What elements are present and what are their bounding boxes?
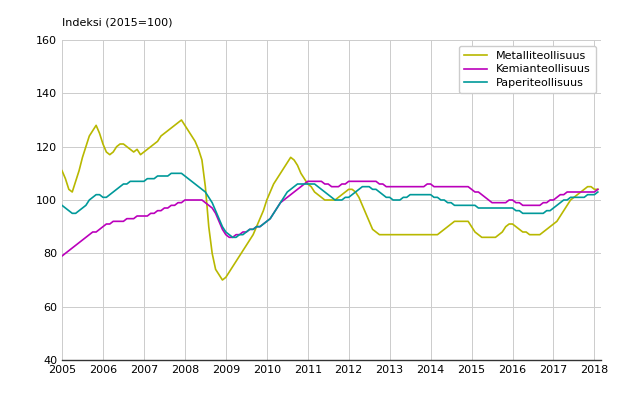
Paperiteollisuus bbox=[560, 198, 567, 202]
Paperiteollisuus bbox=[594, 190, 601, 194]
Paperiteollisuus bbox=[151, 176, 158, 181]
Metalliteollisuus bbox=[594, 187, 601, 192]
Paperiteollisuus bbox=[167, 171, 175, 176]
Paperiteollisuus bbox=[260, 222, 267, 226]
Kemianteollisuus bbox=[304, 179, 311, 184]
Metalliteollisuus bbox=[151, 142, 158, 146]
Metalliteollisuus bbox=[355, 195, 363, 200]
Paperiteollisuus bbox=[58, 203, 66, 208]
Kemianteollisuus bbox=[253, 224, 260, 229]
Line: Paperiteollisuus: Paperiteollisuus bbox=[62, 173, 598, 237]
Kemianteollisuus bbox=[58, 254, 66, 258]
Paperiteollisuus bbox=[113, 187, 120, 192]
Kemianteollisuus bbox=[113, 219, 120, 224]
Kemianteollisuus bbox=[352, 179, 359, 184]
Metalliteollisuus bbox=[178, 118, 185, 122]
Metalliteollisuus bbox=[434, 232, 441, 237]
Metalliteollisuus bbox=[560, 208, 567, 213]
Line: Metalliteollisuus: Metalliteollisuus bbox=[62, 120, 598, 280]
Kemianteollisuus bbox=[430, 184, 438, 189]
Metalliteollisuus bbox=[219, 278, 226, 282]
Paperiteollisuus bbox=[229, 235, 236, 240]
Kemianteollisuus bbox=[594, 187, 601, 192]
Line: Kemianteollisuus: Kemianteollisuus bbox=[62, 181, 598, 256]
Metalliteollisuus bbox=[58, 168, 66, 173]
Paperiteollisuus bbox=[434, 195, 441, 200]
Legend: Metalliteollisuus, Kemianteollisuus, Paperiteollisuus: Metalliteollisuus, Kemianteollisuus, Pap… bbox=[459, 46, 596, 93]
Text: Indeksi (2015=100): Indeksi (2015=100) bbox=[62, 17, 172, 27]
Paperiteollisuus bbox=[355, 187, 363, 192]
Metalliteollisuus bbox=[113, 144, 120, 149]
Kemianteollisuus bbox=[557, 192, 564, 197]
Kemianteollisuus bbox=[151, 211, 158, 216]
Metalliteollisuus bbox=[260, 208, 267, 213]
